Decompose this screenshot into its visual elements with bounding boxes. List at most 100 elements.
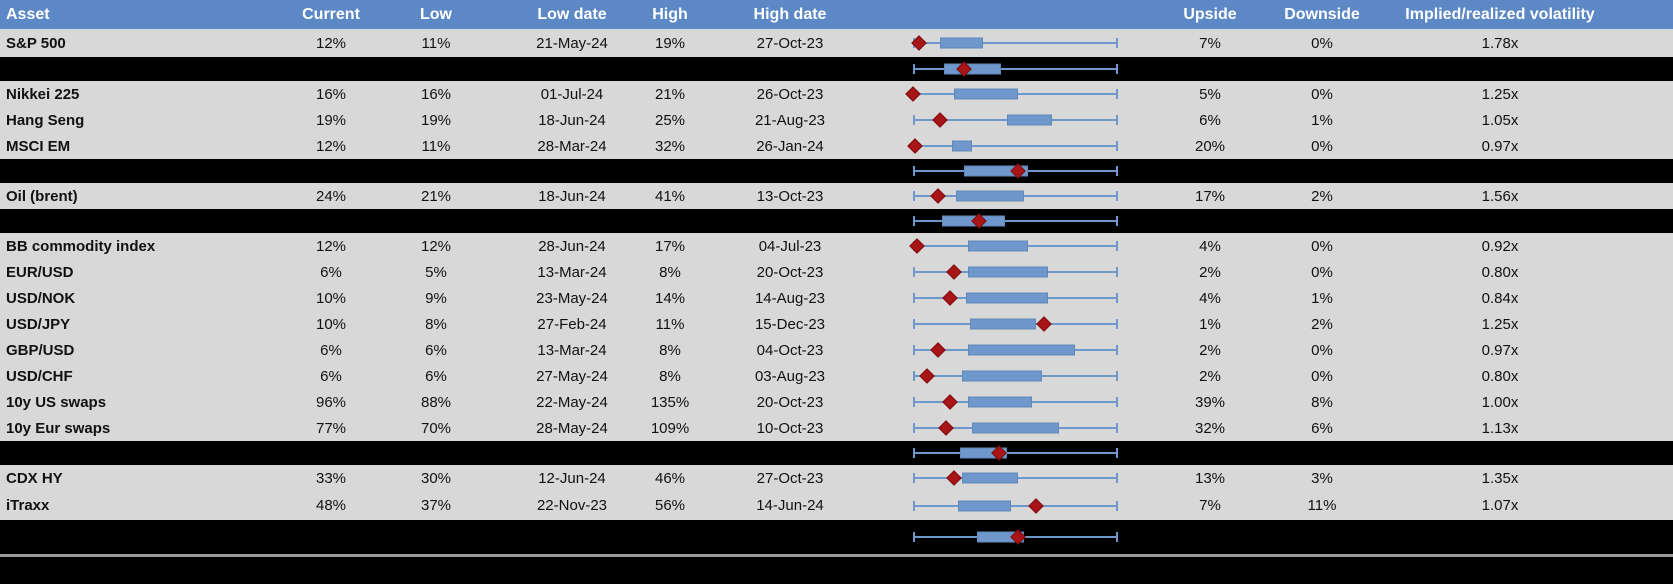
interquartile-box — [970, 318, 1036, 330]
volatility-range-boxplot — [913, 441, 1118, 465]
volatility-range-boxplot — [913, 311, 1118, 337]
whisker-right-cap — [1116, 64, 1118, 74]
low-value: 11% — [421, 137, 451, 155]
asset-name: BB commodity index — [6, 237, 156, 255]
table-row: CDX HY 33% 30% 12-Jun-24 46% 27-Oct-23 1… — [0, 465, 1673, 491]
current-level-diamond-marker — [909, 238, 925, 254]
upside-value: 1% — [1199, 315, 1221, 333]
upside-value: 7% — [1199, 34, 1221, 52]
upside-value — [1155, 57, 1265, 81]
low-value: 9% — [425, 289, 447, 307]
asset-name: S&P 500 — [6, 34, 66, 52]
downside-value: 11% — [1307, 497, 1337, 514]
table-row: 10y US swaps 96% 88% 22-May-24 135% 20-O… — [0, 389, 1673, 415]
upside-value: 7% — [1199, 497, 1221, 514]
high-date — [725, 520, 855, 554]
volatility-range-boxplot — [907, 133, 1118, 159]
whisker-left-cap — [913, 293, 915, 303]
upside-value: 5% — [1199, 85, 1221, 103]
table-row: Oil (brent) 24% 21% 18-Jun-24 41% 13-Oct… — [0, 183, 1673, 209]
downside-value: 0% — [1311, 85, 1333, 103]
volatility-range-boxplot — [913, 57, 1118, 81]
high-value: 109% — [650, 419, 690, 437]
whisker-right-cap — [1116, 473, 1118, 483]
low-value: 5% — [425, 263, 447, 281]
whisker-right-cap — [1116, 191, 1118, 201]
downside-value: 0% — [1311, 137, 1333, 155]
implied-realized-ratio — [1360, 441, 1640, 465]
current-value: 6% — [320, 341, 342, 359]
downside-value: 0% — [1311, 237, 1333, 255]
high-value: 32% — [654, 137, 686, 155]
table-header-row: Asset Current Low Low date High High dat… — [0, 0, 1673, 29]
implied-realized-ratio — [1360, 209, 1640, 233]
whisker-left-cap — [913, 166, 915, 176]
low-value — [381, 159, 491, 183]
interquartile-box — [968, 396, 1032, 408]
high-date — [725, 57, 855, 81]
header-high: High — [652, 5, 688, 23]
whisker-left-cap — [913, 532, 915, 542]
whisker-line — [913, 145, 1118, 147]
low-value: 37% — [420, 497, 452, 514]
table-row: 10y Eur swaps 77% 70% 28-May-24 109% 10-… — [0, 415, 1673, 441]
high-value: 21% — [654, 85, 686, 103]
upside-value: 13% — [1194, 469, 1226, 487]
volatility-range-boxplot — [913, 337, 1118, 363]
downside-value: 0% — [1311, 341, 1333, 359]
current-value: 24% — [315, 187, 347, 205]
whisker-left-cap — [913, 191, 915, 201]
high-value: 17% — [654, 237, 686, 255]
upside-value: 2% — [1199, 263, 1221, 281]
high-value — [615, 209, 725, 233]
upside-value — [1155, 209, 1265, 233]
low-value: 21% — [420, 187, 452, 205]
asset-name: EUR/USD — [6, 263, 74, 281]
downside-value: 6% — [1311, 419, 1333, 437]
downside-value: 2% — [1311, 187, 1333, 205]
implied-realized-ratio: 1.00x — [1481, 393, 1519, 411]
table-row — [0, 159, 1673, 183]
implied-realized-ratio: 0.80x — [1481, 367, 1519, 385]
asset-name: GBP/USD — [6, 341, 75, 359]
high-date: 20-Oct-23 — [756, 393, 824, 411]
whisker-left-cap — [913, 371, 915, 381]
downside-value: 0% — [1311, 34, 1333, 52]
upside-value: 39% — [1194, 393, 1226, 411]
current-level-diamond-marker — [931, 112, 948, 128]
whisker-right-cap — [1116, 141, 1118, 151]
asset-name: iTraxx — [6, 497, 50, 514]
current-level-diamond-marker — [938, 420, 954, 436]
asset-name: USD/JPY — [6, 315, 71, 333]
current-value — [276, 57, 386, 81]
interquartile-box — [968, 344, 1075, 356]
current-value: 10% — [315, 315, 347, 333]
asset-name — [6, 441, 286, 465]
low-value: 30% — [420, 469, 452, 487]
header-asset: Asset — [6, 5, 50, 23]
interquartile-box — [968, 266, 1049, 278]
implied-realized-ratio: 1.25x — [1481, 315, 1519, 333]
upside-value: 2% — [1199, 341, 1221, 359]
volatility-range-boxplot — [913, 285, 1118, 311]
upside-value — [1155, 441, 1265, 465]
whisker-right-cap — [1116, 216, 1118, 226]
upside-value: 4% — [1199, 289, 1221, 307]
implied-realized-ratio: 1.25x — [1481, 85, 1519, 103]
upside-value — [1155, 159, 1265, 183]
asset-name: MSCI EM — [6, 137, 71, 155]
downside-value: 1% — [1311, 111, 1333, 129]
low-date: 27-May-24 — [536, 367, 608, 385]
current-value: 6% — [320, 367, 342, 385]
bottom-divider-line — [0, 554, 1673, 557]
whisker-right-cap — [1116, 397, 1118, 407]
high-date: 03-Aug-23 — [754, 367, 826, 385]
low-date: 28-May-24 — [536, 419, 608, 437]
volatility-range-boxplot — [913, 415, 1118, 441]
table-body: S&P 500 12% 11% 21-May-24 19% 27-Oct-23 … — [0, 29, 1673, 554]
volatility-range-boxplot — [913, 159, 1118, 183]
header-downside: Downside — [1284, 5, 1360, 23]
implied-realized-ratio — [1360, 159, 1640, 183]
upside-value — [1155, 520, 1265, 554]
high-date: 26-Oct-23 — [756, 85, 824, 103]
